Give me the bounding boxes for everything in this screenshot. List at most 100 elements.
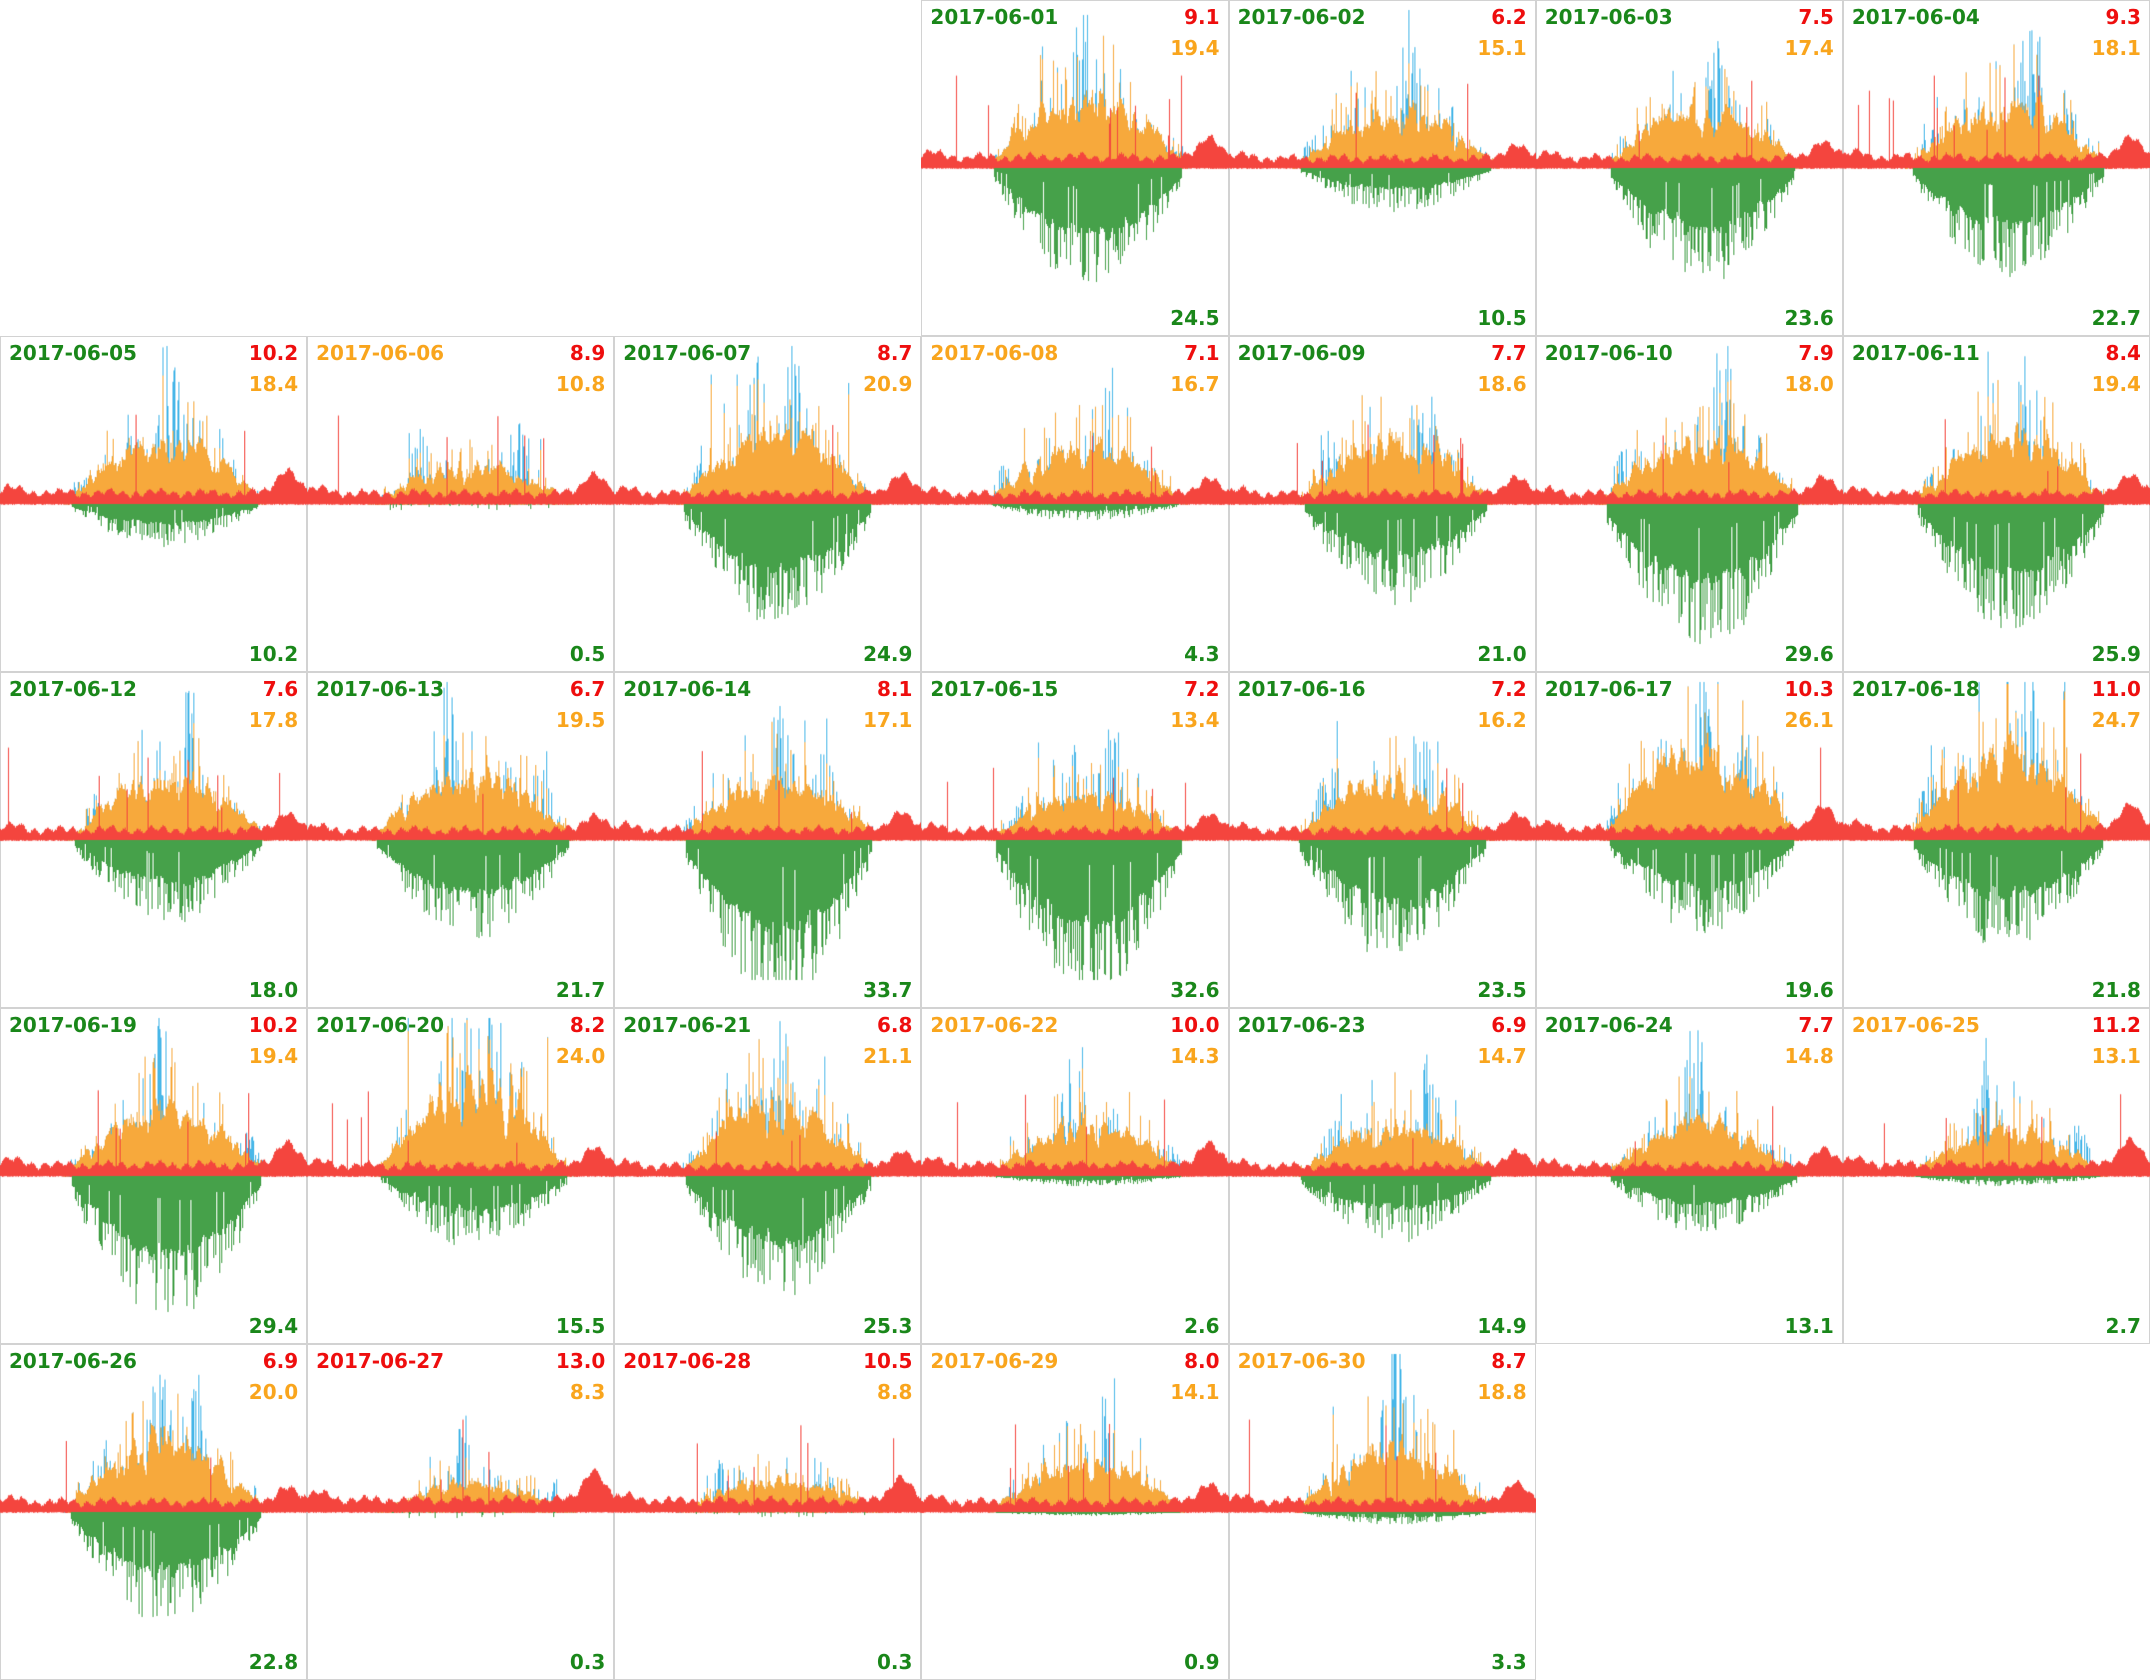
day-panel[interactable]: 2017-06-05 10.2 18.4 10.2: [0, 336, 308, 672]
day-profile-chart: [1228, 1008, 1536, 1344]
day-profile-chart: [0, 1008, 308, 1344]
panel-date-label: 2017-06-28: [623, 1349, 752, 1373]
panel-value-orange: 19.4: [1170, 36, 1220, 60]
panel-date-label: 2017-06-24: [1544, 1013, 1673, 1037]
panel-value-red: 10.2: [248, 341, 299, 365]
panel-value-red: 7.2: [1184, 677, 1220, 701]
panel-date-label: 2017-06-16: [1237, 677, 1366, 701]
panel-value-green: 10.5: [1477, 306, 1527, 330]
day-panel[interactable]: 2017-06-16 7.2 16.2 23.5: [1228, 672, 1536, 1008]
panel-value-red: 10.3: [1784, 677, 1834, 701]
day-panel[interactable]: 2017-06-11 8.4 19.4 25.9: [1842, 336, 2150, 672]
panel-value-orange: 18.6: [1477, 372, 1527, 396]
panel-value-orange: 18.0: [1784, 372, 1834, 396]
day-profile-chart: [614, 1344, 922, 1680]
day-panel[interactable]: 2017-06-04 9.3 18.1 22.7: [1842, 0, 2150, 336]
day-panel[interactable]: 2017-06-28 10.5 8.8 0.3: [614, 1344, 922, 1680]
panel-value-green: 10.2: [248, 642, 299, 666]
day-profile-chart: [1228, 1344, 1536, 1680]
day-panel[interactable]: 2017-06-10 7.9 18.0 29.6: [1535, 336, 1843, 672]
day-panel[interactable]: 2017-06-22 10.0 14.3 2.6: [921, 1008, 1229, 1344]
panel-date-label: 2017-06-07: [623, 341, 752, 365]
day-panel[interactable]: 2017-06-08 7.1 16.7 4.3: [921, 336, 1229, 672]
day-panel[interactable]: 2017-06-25 11.2 13.1 2.7: [1842, 1008, 2150, 1344]
day-panel[interactable]: 2017-06-24 7.7 14.8 13.1: [1535, 1008, 1843, 1344]
panel-date-label: 2017-06-17: [1544, 677, 1673, 701]
panel-value-red: 6.2: [1491, 5, 1527, 29]
panel-value-red: 9.3: [2105, 5, 2141, 29]
day-profile-chart: [921, 1344, 1229, 1680]
day-profile-chart: [1842, 672, 2150, 1008]
panel-value-red: 6.8: [876, 1013, 913, 1037]
day-panel[interactable]: 2017-06-23 6.9 14.7 14.9: [1228, 1008, 1536, 1344]
panel-value-orange: 13.1: [2091, 1044, 2141, 1068]
panel-value-orange: 19.4: [248, 1044, 299, 1068]
panel-value-green: 3.3: [1491, 1650, 1527, 1674]
panel-value-green: 2.6: [1184, 1314, 1220, 1338]
day-profile-chart: [1842, 1008, 2150, 1344]
panel-date-label: 2017-06-30: [1237, 1349, 1366, 1373]
day-panel[interactable]: 2017-06-13 6.7 19.5 21.7: [307, 672, 615, 1008]
panel-date-label: 2017-06-02: [1237, 5, 1366, 29]
day-panel[interactable]: 2017-06-03 7.5 17.4 23.6: [1535, 0, 1843, 336]
day-profile-chart: [1535, 1008, 1843, 1344]
panel-value-orange: 14.3: [1170, 1044, 1220, 1068]
day-panel[interactable]: 2017-06-07 8.7 20.9 24.9: [614, 336, 922, 672]
day-panel[interactable]: 2017-06-12 7.6 17.8 18.0: [0, 672, 308, 1008]
panel-value-orange: 21.1: [863, 1044, 913, 1068]
panel-value-orange: 17.1: [863, 708, 913, 732]
day-profile-chart: [0, 1344, 308, 1680]
day-panel[interactable]: 2017-06-21 6.8 21.1 25.3: [614, 1008, 922, 1344]
panel-value-orange: 8.8: [876, 1380, 913, 1404]
day-profile-chart: [1228, 336, 1536, 672]
panel-date-label: 2017-06-22: [930, 1013, 1059, 1037]
day-panel[interactable]: 2017-06-01 9.1 19.4 24.5: [921, 0, 1229, 336]
day-panel[interactable]: 2017-06-15 7.2 13.4 32.6: [921, 672, 1229, 1008]
panel-value-red: 8.9: [569, 341, 606, 365]
panel-date-label: 2017-06-11: [1851, 341, 1980, 365]
day-panel[interactable]: 2017-06-19 10.2 19.4 29.4: [0, 1008, 308, 1344]
day-profile-chart: [1535, 336, 1843, 672]
panel-value-orange: 14.7: [1477, 1044, 1527, 1068]
panel-date-label: 2017-06-15: [930, 677, 1059, 701]
panel-date-label: 2017-06-03: [1544, 5, 1673, 29]
panel-value-green: 21.7: [555, 978, 606, 1002]
panel-value-green: 4.3: [1184, 642, 1220, 666]
panel-value-green: 33.7: [863, 978, 913, 1002]
panel-value-red: 8.4: [2105, 341, 2141, 365]
panel-value-green: 14.9: [1477, 1314, 1527, 1338]
day-panel[interactable]: 2017-06-29 8.0 14.1 0.9: [921, 1344, 1229, 1680]
panel-value-green: 0.5: [569, 642, 606, 666]
panel-value-red: 7.7: [1798, 1013, 1834, 1037]
panel-value-orange: 14.1: [1170, 1380, 1220, 1404]
panel-value-red: 6.7: [569, 677, 606, 701]
panel-value-red: 11.0: [2091, 677, 2141, 701]
panel-date-label: 2017-06-25: [1851, 1013, 1980, 1037]
day-panel[interactable]: 2017-06-30 8.7 18.8 3.3: [1228, 1344, 1536, 1680]
day-profile-chart: [614, 672, 922, 1008]
panel-date-label: 2017-06-09: [1237, 341, 1366, 365]
day-profile-chart: [0, 336, 308, 672]
panel-value-red: 8.7: [1491, 1349, 1527, 1373]
panel-value-green: 0.3: [569, 1650, 606, 1674]
day-panel[interactable]: 2017-06-27 13.0 8.3 0.3: [307, 1344, 615, 1680]
day-panel[interactable]: 2017-06-02 6.2 15.1 10.5: [1228, 0, 1536, 336]
panel-value-red: 7.5: [1798, 5, 1834, 29]
panel-value-orange: 15.1: [1477, 36, 1527, 60]
day-panel[interactable]: 2017-06-14 8.1 17.1 33.7: [614, 672, 922, 1008]
panel-value-red: 13.0: [555, 1349, 606, 1373]
day-panel[interactable]: 2017-06-17 10.3 26.1 19.6: [1535, 672, 1843, 1008]
day-profile-chart: [1535, 672, 1843, 1008]
panel-value-green: 22.7: [2091, 306, 2141, 330]
day-profile-chart: [1535, 0, 1843, 336]
panel-value-orange: 18.8: [1477, 1380, 1527, 1404]
day-panel[interactable]: 2017-06-26 6.9 20.0 22.8: [0, 1344, 308, 1680]
day-panel[interactable]: 2017-06-18 11.0 24.7 21.8: [1842, 672, 2150, 1008]
day-panel[interactable]: 2017-06-20 8.2 24.0 15.5: [307, 1008, 615, 1344]
panel-value-orange: 26.1: [1784, 708, 1834, 732]
panel-date-label: 2017-06-08: [930, 341, 1059, 365]
day-panel[interactable]: 2017-06-09 7.7 18.6 21.0: [1228, 336, 1536, 672]
panel-date-label: 2017-06-14: [623, 677, 752, 701]
day-panel[interactable]: 2017-06-06 8.9 10.8 0.5: [307, 336, 615, 672]
